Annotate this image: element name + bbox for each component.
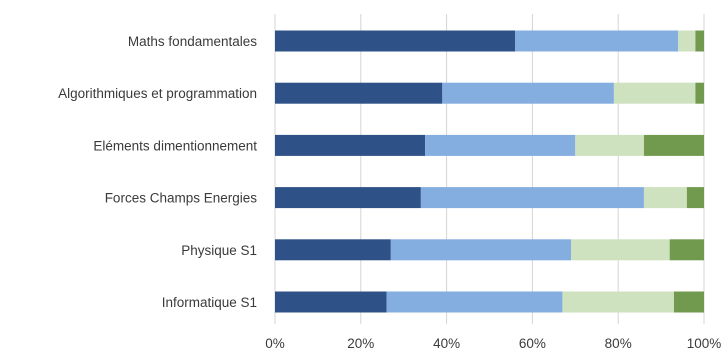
bar-segment bbox=[275, 82, 443, 104]
bar-segment bbox=[425, 134, 576, 156]
x-tick-label: 80% bbox=[605, 336, 632, 351]
bar-segment bbox=[275, 291, 387, 313]
x-tick-label: 40% bbox=[433, 336, 460, 351]
x-tick-label: 100% bbox=[687, 336, 722, 351]
bar-segment bbox=[420, 187, 644, 209]
bar-segment bbox=[390, 239, 572, 261]
bar-segment bbox=[686, 187, 704, 209]
bar-segment bbox=[275, 134, 426, 156]
category-label: Physique S1 bbox=[181, 243, 257, 258]
bar-segment bbox=[386, 291, 563, 313]
bar-segment bbox=[275, 30, 516, 52]
bar-segment bbox=[275, 187, 421, 209]
bar-segment bbox=[695, 82, 704, 104]
category-label: Algorithmiques et programmation bbox=[58, 86, 257, 101]
bar-segment bbox=[643, 187, 687, 209]
bar-segment bbox=[673, 291, 704, 313]
x-tick-label: 20% bbox=[347, 336, 374, 351]
bar-segment bbox=[695, 30, 704, 52]
category-label: Forces Champs Energies bbox=[105, 191, 258, 206]
gridlines bbox=[274, 14, 705, 324]
bar-segment bbox=[571, 239, 670, 261]
category-labels: Maths fondamentales Algorithmiques et pro… bbox=[58, 34, 257, 310]
x-tick-labels: 0% 20% 40% 60% 80% 100% bbox=[265, 336, 721, 351]
bar-segment bbox=[442, 82, 614, 104]
bar-segment bbox=[669, 239, 704, 261]
bars bbox=[275, 30, 704, 313]
x-tick-label: 60% bbox=[519, 336, 546, 351]
category-label: Maths fondamentales bbox=[128, 34, 257, 49]
bar-segment bbox=[643, 134, 704, 156]
x-tick-label: 0% bbox=[265, 336, 285, 351]
bar-segment bbox=[562, 291, 674, 313]
bar-segment bbox=[515, 30, 679, 52]
bar-segment bbox=[575, 134, 644, 156]
bar-segment bbox=[613, 82, 696, 104]
category-label: Eléments dimentionnement bbox=[93, 138, 257, 153]
bar-segment bbox=[678, 30, 696, 52]
category-label: Informatique S1 bbox=[162, 295, 257, 310]
bar-segment bbox=[275, 239, 391, 261]
